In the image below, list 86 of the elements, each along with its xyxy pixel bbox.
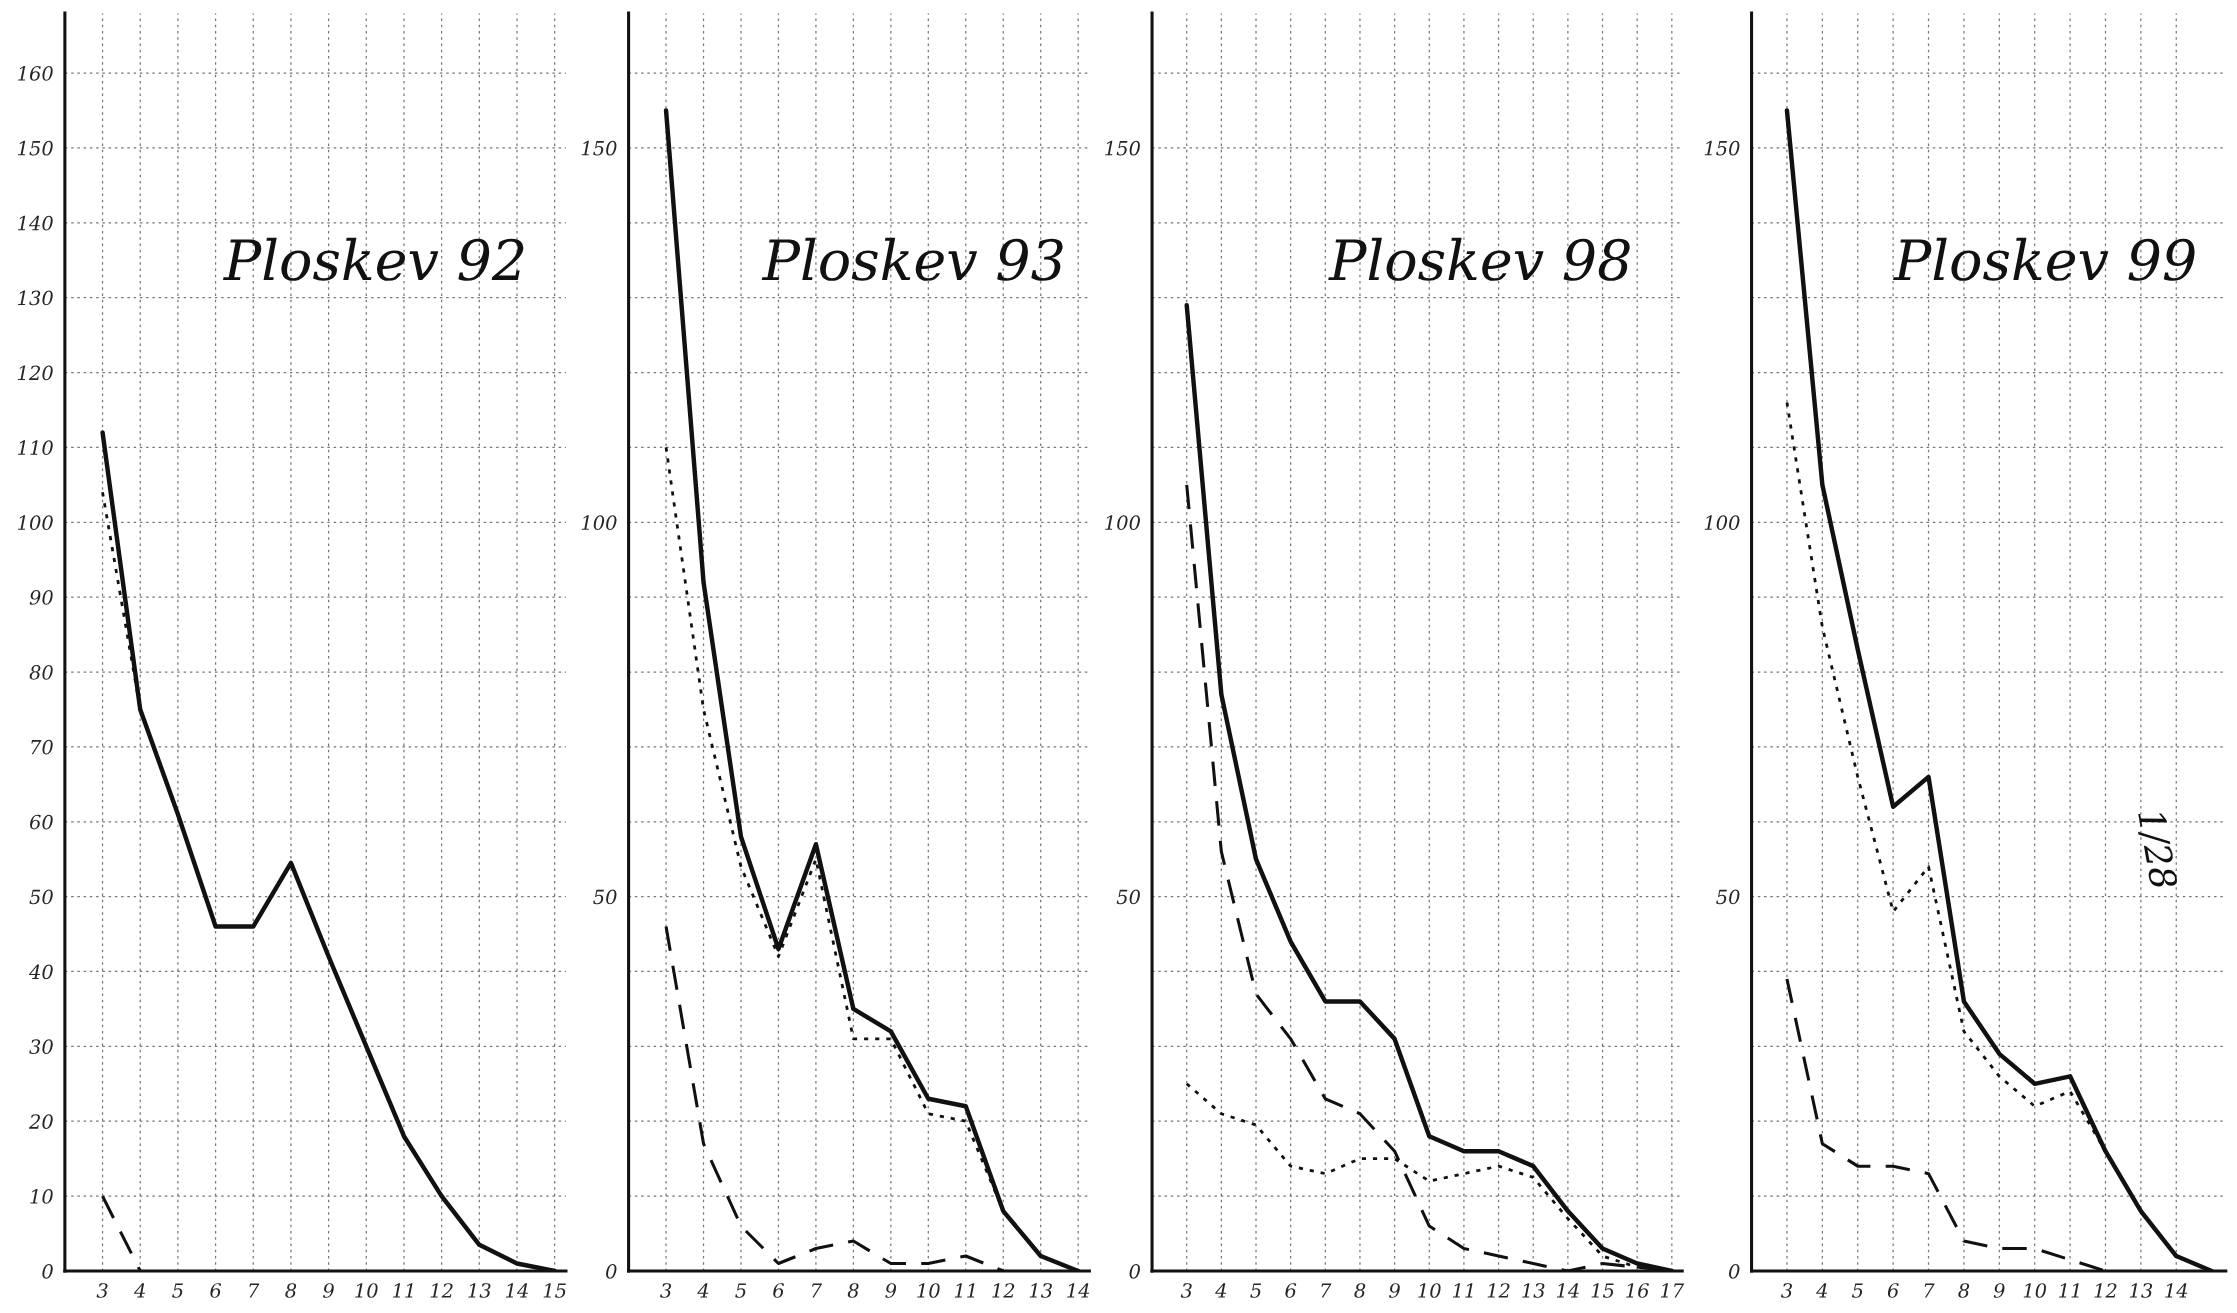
x-tick-label: 8 xyxy=(285,1283,297,1298)
x-tick-label: 6 xyxy=(210,1283,222,1298)
x-tick-label: 10 xyxy=(355,1283,378,1298)
x-tick-label: 12 xyxy=(1487,1283,1510,1298)
x-tick-label: 15 xyxy=(543,1283,566,1298)
x-tick-label: 6 xyxy=(773,1283,784,1298)
y-tick-label: 50 xyxy=(1116,889,1140,905)
x-tick-label: 4 xyxy=(697,1283,709,1298)
x-tick-label: 5 xyxy=(1250,1283,1262,1298)
x-tick-label: 11 xyxy=(392,1283,413,1298)
x-tick-label: 13 xyxy=(1029,1283,1052,1298)
x-tick-label: 10 xyxy=(1418,1283,1441,1298)
y-tick-label: 0 xyxy=(1729,1263,1740,1279)
y-tick-label: 10 xyxy=(30,1189,53,1204)
y-tick-label: 150 xyxy=(18,140,53,156)
x-tick-label: 4 xyxy=(133,1283,145,1298)
y-tick-label: 50 xyxy=(29,889,53,905)
x-tick-label: 10 xyxy=(2023,1283,2047,1298)
text: Ploskev 93 xyxy=(761,237,1063,281)
y-tick-label: 30 xyxy=(29,1039,53,1055)
x-tick-label: 3 xyxy=(96,1283,108,1298)
text: Ploskev 98 xyxy=(1328,237,1630,281)
x-tick-label: 6 xyxy=(1887,1283,1899,1298)
x-tick-label: 17 xyxy=(1660,1283,1685,1298)
x-tick-label: 14 xyxy=(2165,1283,2188,1298)
x-tick-label: 9 xyxy=(323,1283,334,1298)
x-tick-label: 11 xyxy=(2059,1283,2079,1298)
y-tick-label: 60 xyxy=(29,814,53,830)
y-tick-label: 0 xyxy=(1129,1263,1140,1279)
x-tick-label: 7 xyxy=(1321,1283,1332,1298)
x-tick-label: 13 xyxy=(1522,1283,1545,1298)
y-tick-label: 100 xyxy=(581,515,617,530)
y-tick-label: 110 xyxy=(18,440,53,456)
y-tick-label: 150 xyxy=(581,140,617,156)
y-tick-label: 120 xyxy=(18,365,53,381)
x-tick-label: 15 xyxy=(1591,1283,1614,1298)
y-tick-label: 160 xyxy=(18,65,53,81)
x-tick-label: 12 xyxy=(2094,1283,2117,1298)
y-tick-label: 130 xyxy=(18,290,53,306)
y-tick-label: 0 xyxy=(42,1263,53,1279)
x-tick-label: 3 xyxy=(1180,1283,1192,1298)
y-tick-label: 100 xyxy=(18,515,53,530)
x-tick-label: 8 xyxy=(1354,1283,1366,1298)
y-tick-label: 20 xyxy=(28,1114,53,1129)
x-tick-label: 16 xyxy=(1626,1283,1649,1298)
y-tick-label: 90 xyxy=(29,590,53,605)
y-tick-label: 100 xyxy=(1704,515,1740,530)
x-tick-label: 11 xyxy=(1452,1283,1473,1298)
x-tick-label: 14 xyxy=(1067,1283,1090,1298)
x-tick-label: 12 xyxy=(992,1283,1015,1298)
x-tick-label: 13 xyxy=(468,1283,491,1298)
x-tick-label: 5 xyxy=(172,1283,183,1298)
x-tick-label: 3 xyxy=(660,1283,672,1298)
x-tick-label: 11 xyxy=(954,1283,975,1298)
y-tick-label: 150 xyxy=(1704,140,1740,156)
y-tick-label: 140 xyxy=(18,215,53,231)
y-tick-label: 70 xyxy=(31,739,53,755)
y-tick-label: 50 xyxy=(593,889,617,905)
x-tick-label: 8 xyxy=(847,1283,859,1298)
x-tick-label: 4 xyxy=(1816,1283,1828,1298)
y-tick-label: 150 xyxy=(1105,140,1140,156)
text: Ploskev 99 xyxy=(1893,237,2195,281)
x-tick-label: 5 xyxy=(1852,1283,1863,1298)
x-tick-label: 10 xyxy=(917,1283,940,1298)
y-tick-label: 0 xyxy=(606,1263,617,1279)
y-tick-label: 50 xyxy=(1716,889,1740,905)
x-tick-label: 13 xyxy=(2129,1283,2153,1298)
x-tick-label: 14 xyxy=(1556,1283,1579,1298)
x-tick-label: 4 xyxy=(1215,1283,1227,1298)
annotation: 1/28 xyxy=(2134,809,2178,891)
x-tick-label: 12 xyxy=(430,1283,453,1298)
x-tick-label: 7 xyxy=(249,1283,260,1298)
x-tick-label: 7 xyxy=(812,1283,823,1298)
x-tick-label: 14 xyxy=(505,1283,528,1298)
x-tick-label: 9 xyxy=(885,1283,897,1298)
x-tick-label: 8 xyxy=(1958,1283,1970,1298)
x-tick-label: 9 xyxy=(1993,1283,2005,1298)
y-tick-label: 40 xyxy=(28,964,53,980)
y-tick-label: 100 xyxy=(1105,515,1140,530)
y-tick-label: 80 xyxy=(29,664,53,680)
x-tick-label: 6 xyxy=(1285,1283,1297,1298)
text: Ploskev 92 xyxy=(223,237,524,281)
x-tick-label: 5 xyxy=(735,1283,746,1298)
x-tick-label: 9 xyxy=(1389,1283,1400,1298)
x-tick-label: 7 xyxy=(1924,1283,1935,1298)
x-tick-label: 3 xyxy=(1781,1283,1792,1298)
